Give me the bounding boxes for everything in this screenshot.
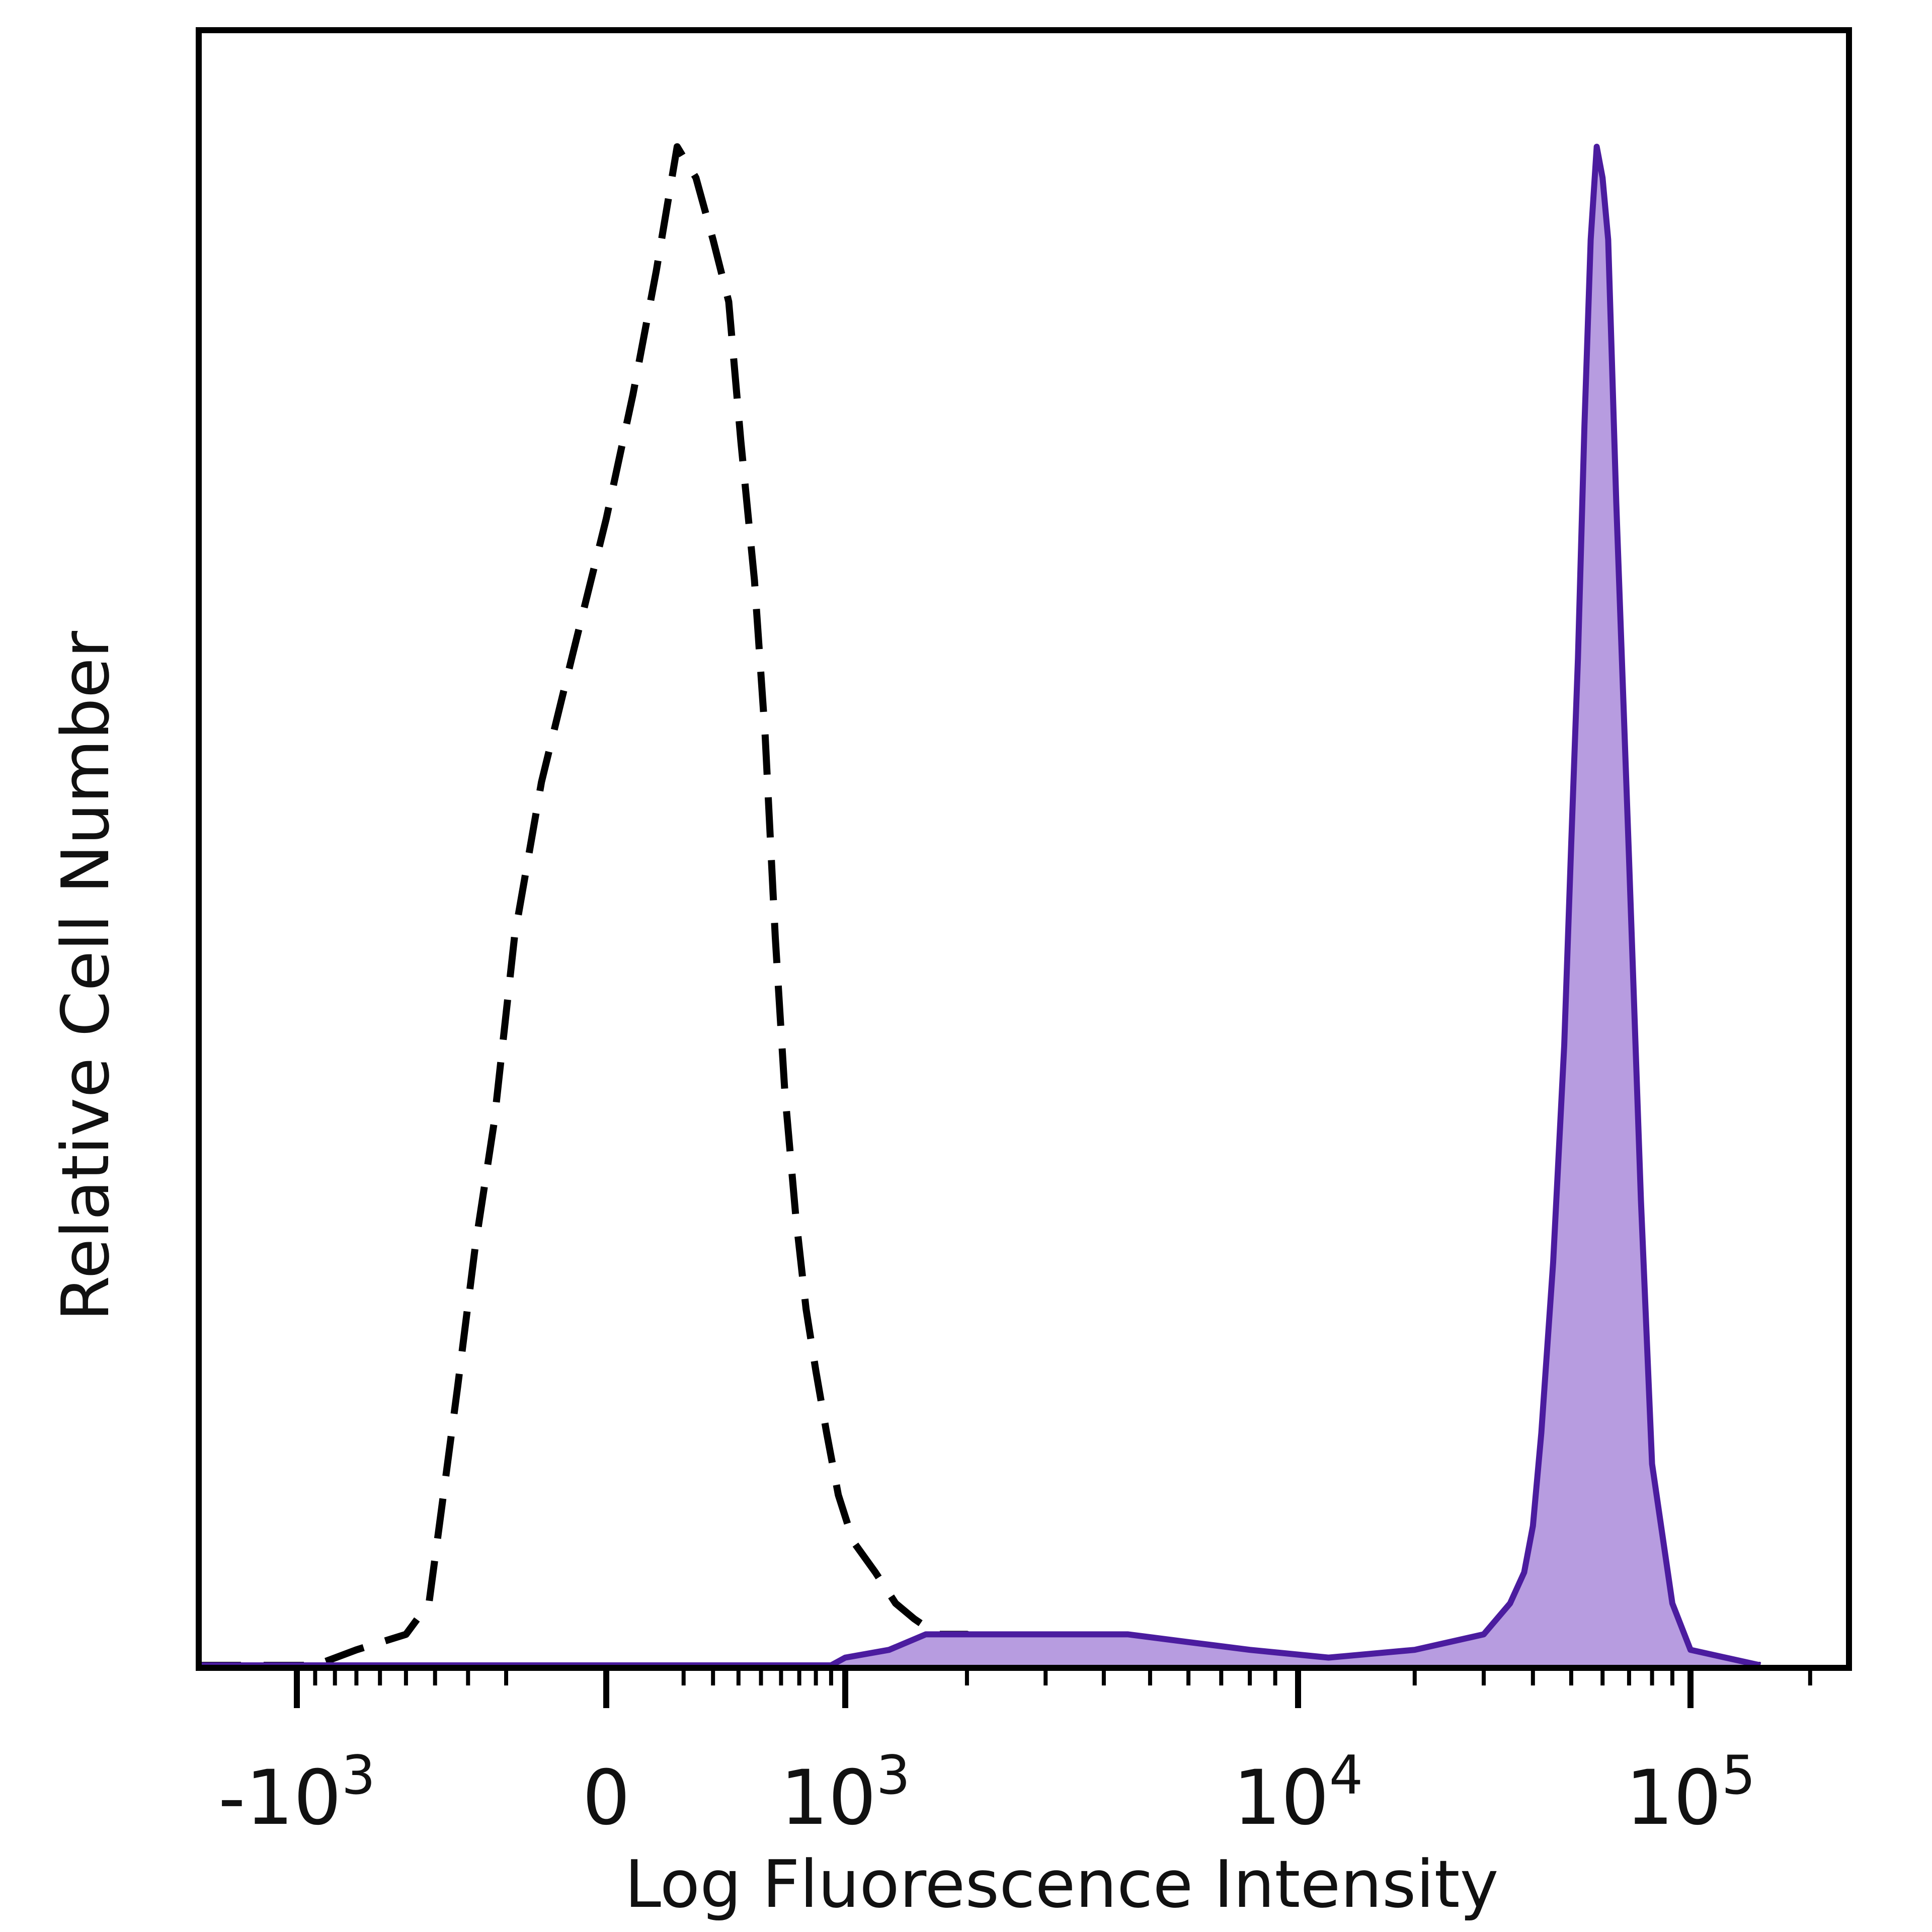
x-tick-label: -103 bbox=[218, 1744, 375, 1842]
x-tick-label: 105 bbox=[1626, 1744, 1755, 1842]
x-tick-label: 103 bbox=[780, 1744, 910, 1842]
y-axis-title: Relative Cell Number bbox=[47, 630, 124, 1321]
x-axis bbox=[294, 1668, 1812, 1708]
x-tick-labels: -103 0 103 104 105 bbox=[218, 1744, 1755, 1842]
x-axis-title: Log Fluorescence Intensity bbox=[624, 1846, 1498, 1922]
series-1-line bbox=[201, 143, 1761, 1668]
x-tick-label: 104 bbox=[1233, 1744, 1363, 1842]
series-layer bbox=[201, 143, 1761, 1669]
series-1-fill bbox=[201, 146, 1761, 1665]
x-tick-label: 0 bbox=[582, 1754, 630, 1842]
plot-frame bbox=[196, 27, 1852, 1671]
series-0-line bbox=[201, 143, 1760, 1669]
